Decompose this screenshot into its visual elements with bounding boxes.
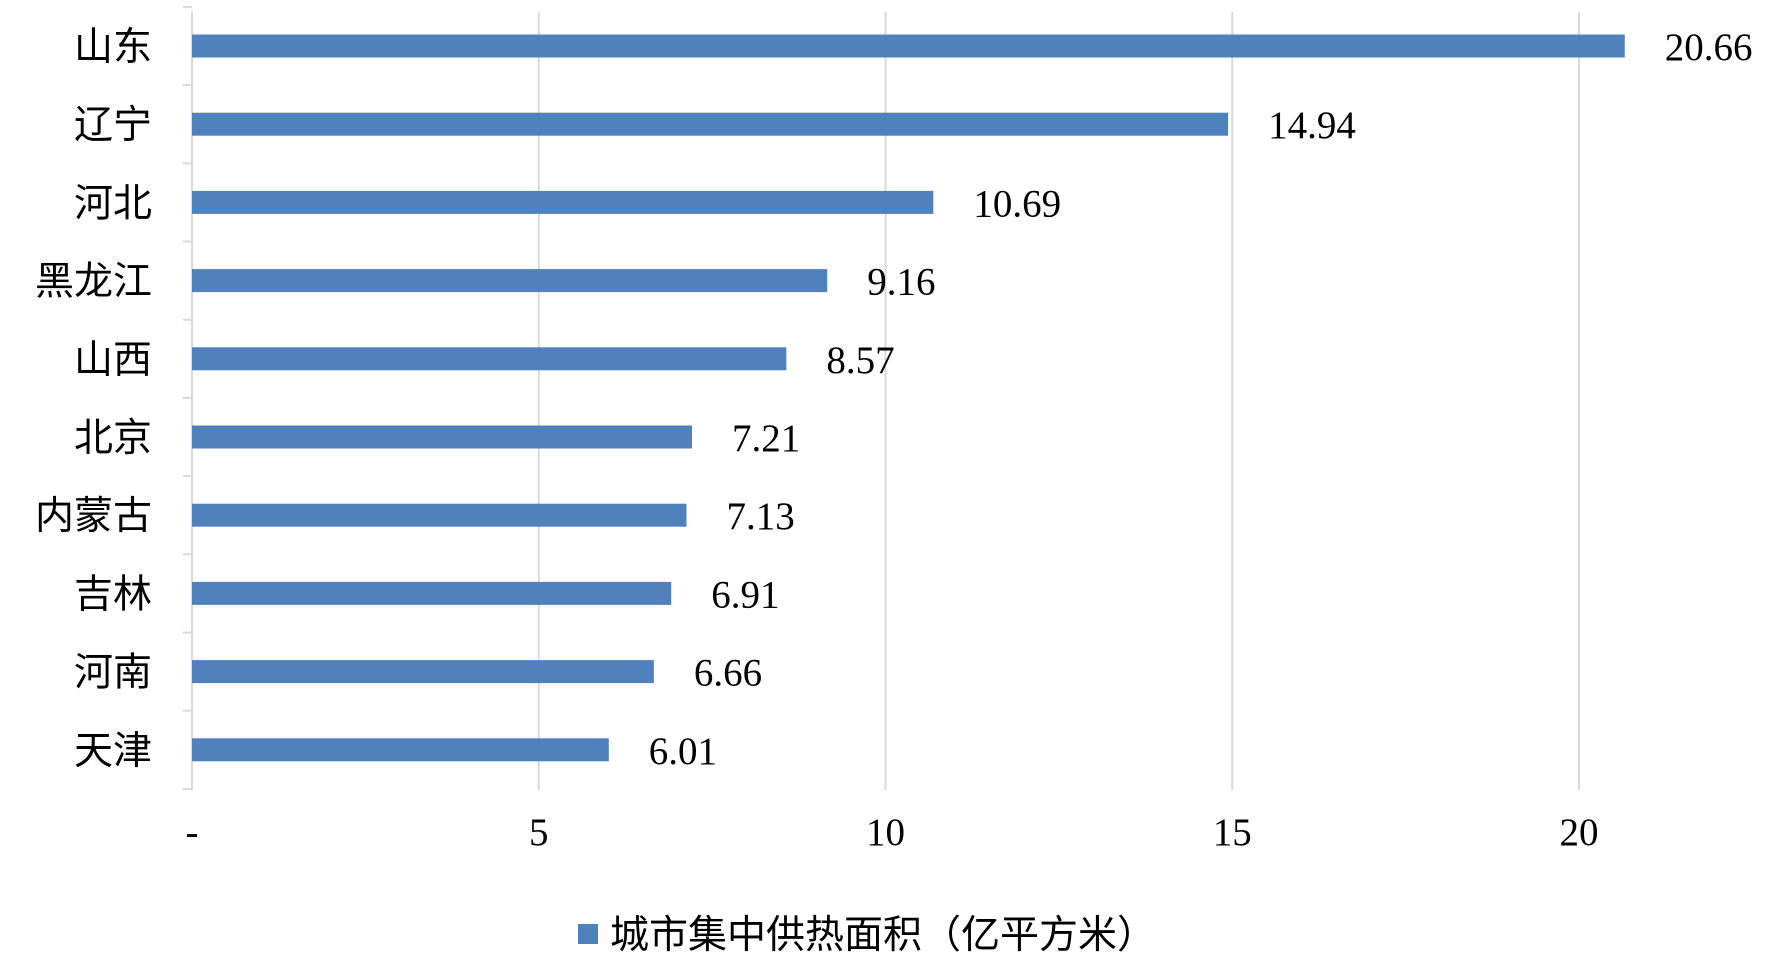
bar (192, 347, 787, 371)
data-label: 20.66 (1665, 26, 1753, 69)
category-label: 黑龙江 (35, 261, 152, 304)
x-tick-labels: - 5 10 15 20 (186, 811, 1599, 854)
data-label: 6.66 (694, 652, 762, 695)
x-tick-label: 20 (1560, 811, 1599, 854)
data-label: 10.69 (973, 182, 1061, 225)
bar (192, 581, 672, 605)
bar (192, 112, 1229, 136)
data-label: 7.21 (732, 417, 800, 460)
data-label: 6.91 (711, 573, 779, 616)
category-label: 吉林 (74, 573, 152, 616)
bar (192, 190, 934, 214)
bar (192, 738, 609, 762)
category-label: 内蒙古 (35, 495, 152, 538)
x-tick-label: 10 (866, 811, 905, 854)
x-tick-label: - (186, 811, 199, 854)
bar (192, 34, 1625, 58)
legend: 城市集中供热面积（亿平方米） (578, 914, 1156, 957)
bar (192, 660, 654, 684)
category-label: 河北 (74, 182, 152, 225)
legend-label: 城市集中供热面积（亿平方米） (610, 914, 1156, 957)
data-label: 6.01 (649, 730, 717, 773)
category-label: 天津 (74, 730, 152, 773)
data-label: 8.57 (826, 339, 894, 382)
category-label: 北京 (74, 417, 152, 460)
category-label: 河南 (74, 652, 152, 695)
category-label: 辽宁 (74, 104, 152, 147)
legend-swatch (578, 924, 598, 944)
x-tick-label: 15 (1213, 811, 1252, 854)
bars (192, 34, 1625, 762)
bar (192, 503, 687, 527)
axes (183, 5, 193, 790)
bar (192, 425, 693, 449)
data-label: 9.16 (867, 261, 935, 304)
category-label: 山东 (74, 26, 152, 69)
category-label: 山西 (74, 339, 152, 382)
data-label: 7.13 (726, 495, 794, 538)
bar (192, 269, 828, 293)
data-labels: 20.66 14.94 10.69 9.16 8.57 7.21 7.13 6.91 6.66 6… (649, 26, 1753, 773)
x-tick-label: 5 (529, 811, 549, 854)
data-label: 14.94 (1268, 104, 1356, 147)
